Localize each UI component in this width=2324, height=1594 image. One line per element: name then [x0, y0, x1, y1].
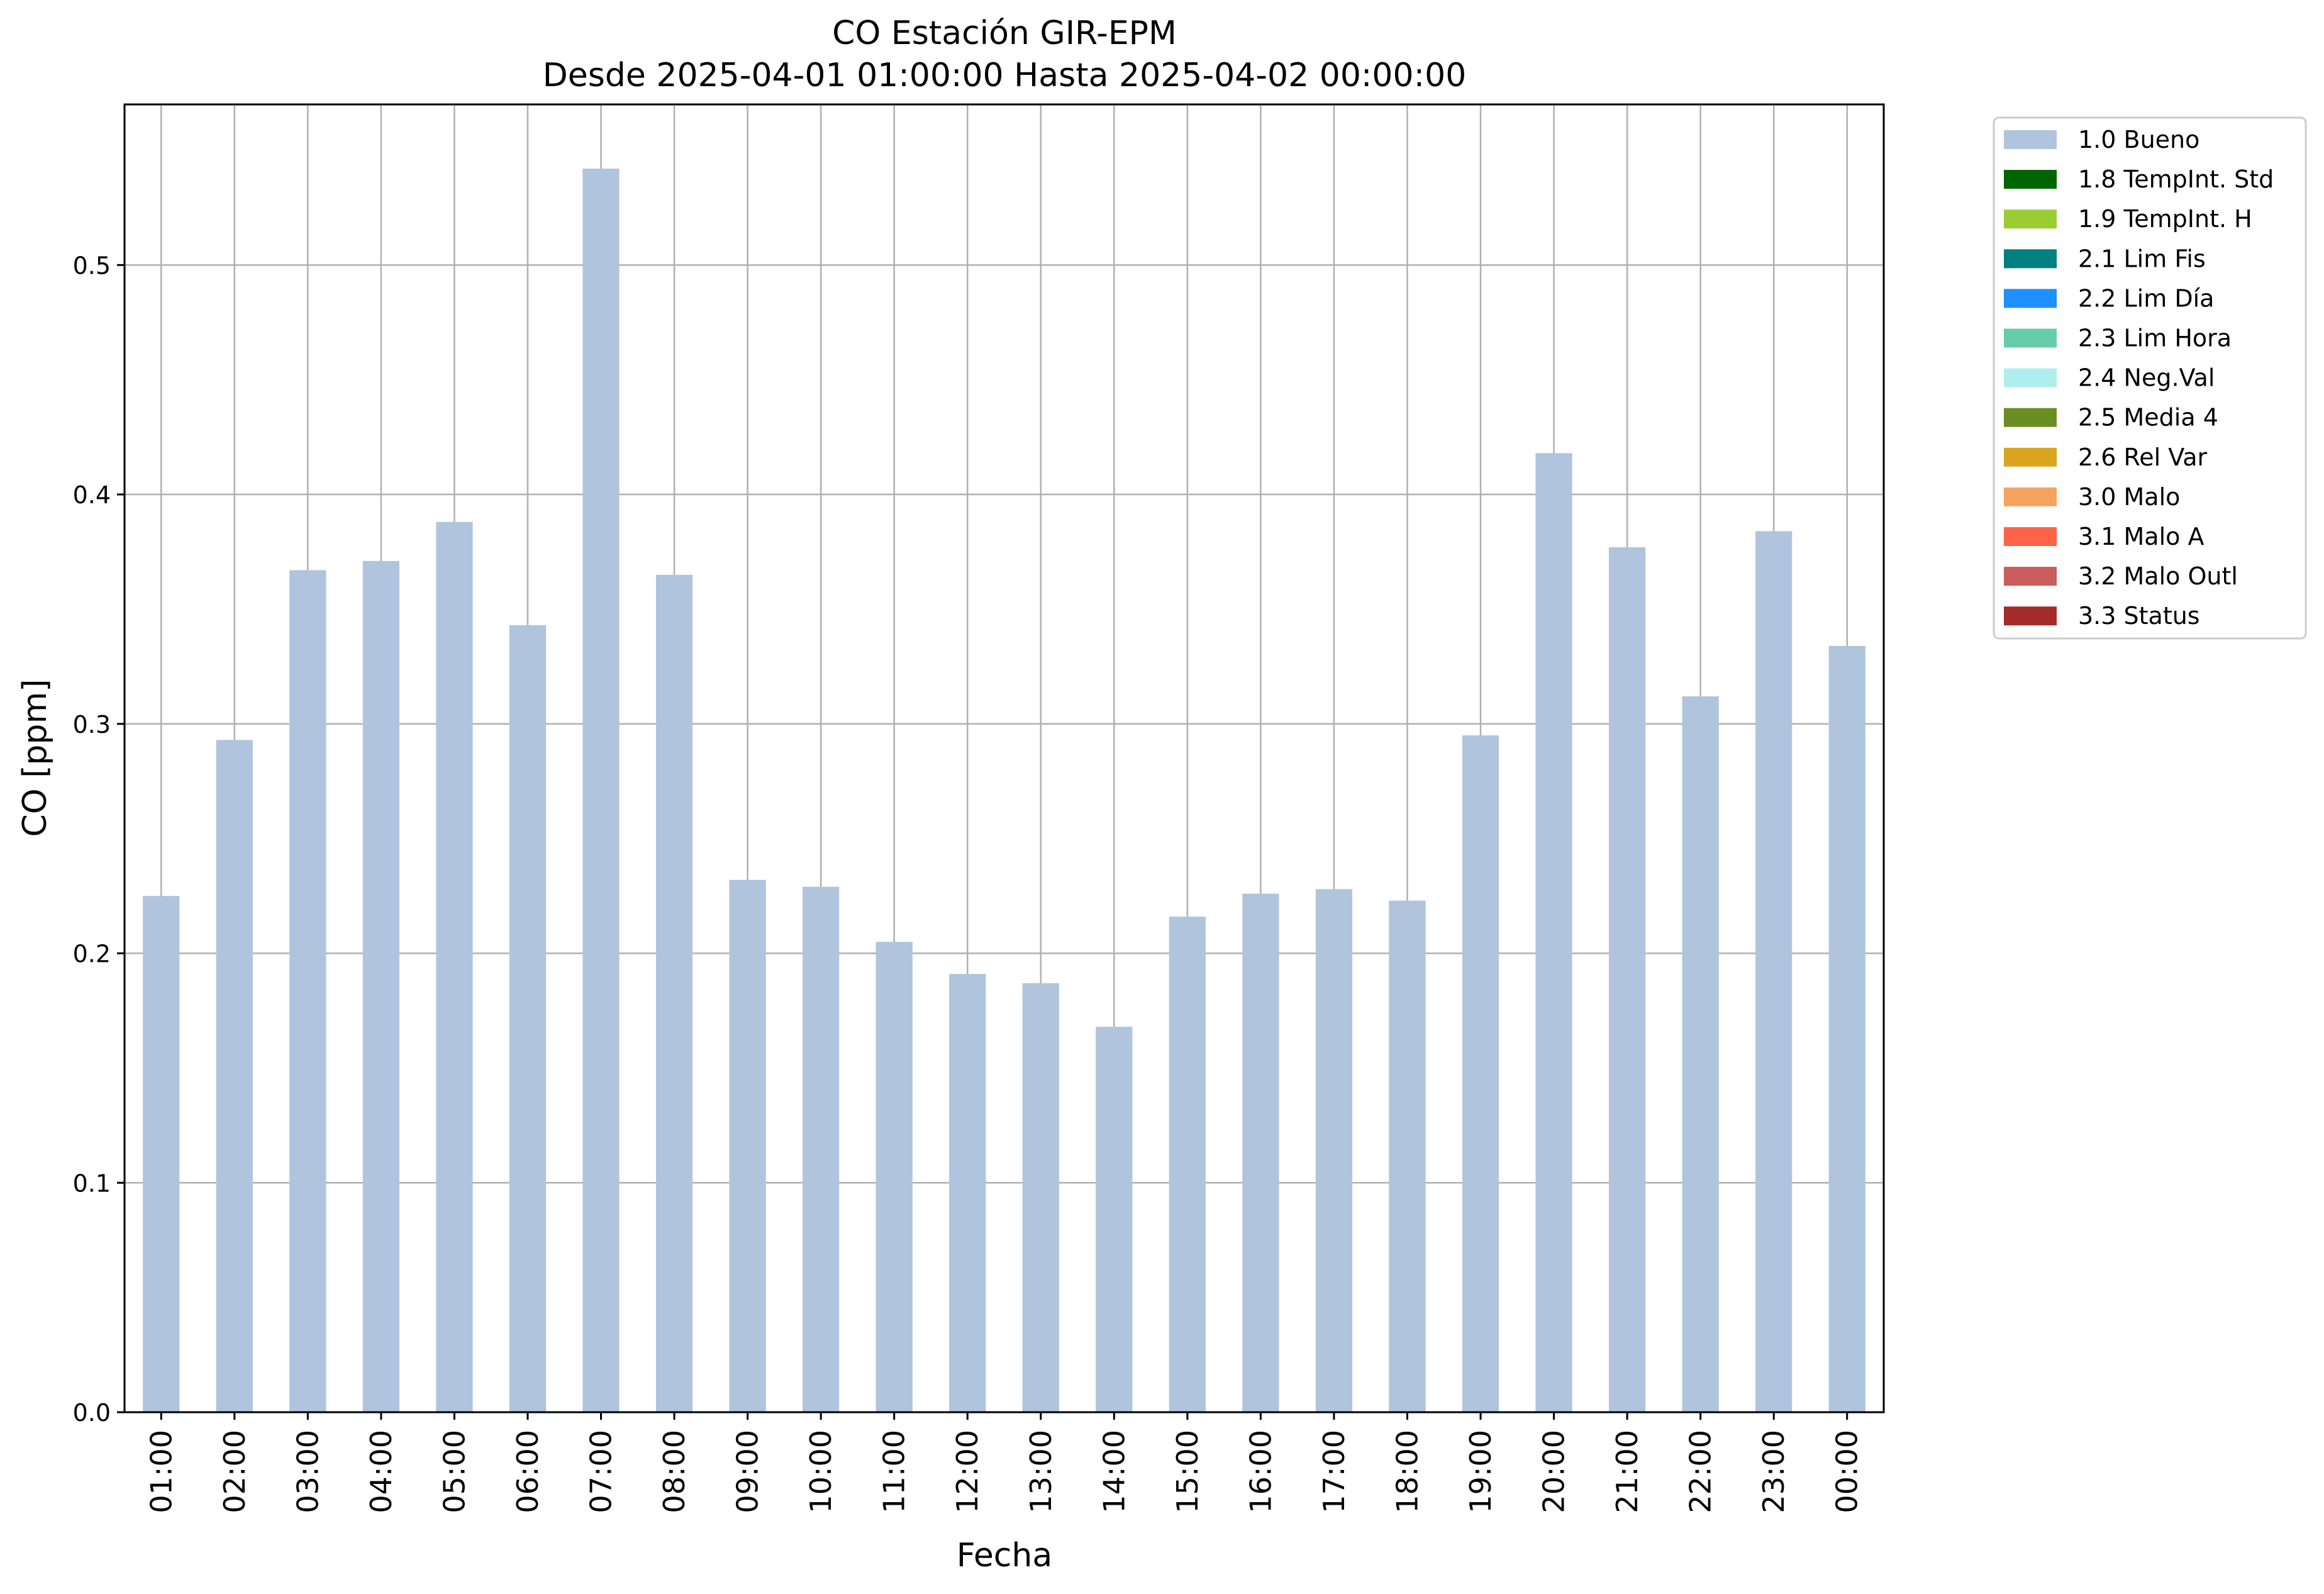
legend-swatch [2004, 328, 2057, 348]
x-tick-label: 23:00 [1757, 1430, 1791, 1513]
y-tick-label: 0.2 [73, 940, 111, 968]
x-tick-label: 21:00 [1610, 1430, 1644, 1513]
legend-label: 2.2 Lim Día [2078, 284, 2214, 312]
legend-label: 2.4 Neg.Val [2078, 364, 2215, 392]
bar-1500 [1169, 917, 1206, 1412]
x-tick-label: 14:00 [1097, 1430, 1131, 1513]
bar-0500 [436, 521, 473, 1412]
bar-0600 [509, 625, 547, 1412]
chart-title: CO Estación GIR-EPM [832, 14, 1177, 52]
bar-0200 [216, 740, 253, 1412]
legend-label: 1.0 Bueno [2078, 126, 2199, 153]
y-tick-label: 0.1 [73, 1169, 111, 1197]
bars [143, 169, 1865, 1413]
legend-label: 1.8 TempInt. Std [2078, 165, 2274, 193]
legend-label: 2.5 Media 4 [2078, 404, 2218, 432]
legend-swatch [2004, 606, 2057, 626]
legend-swatch [2004, 368, 2057, 387]
x-tick-label: 07:00 [584, 1430, 618, 1513]
x-tick-label: 00:00 [1830, 1430, 1864, 1513]
bar-1900 [1462, 735, 1499, 1412]
legend-swatch [2004, 289, 2057, 308]
bar-2000 [1535, 453, 1572, 1412]
x-tick-label: 01:00 [144, 1430, 178, 1513]
plot-frame [123, 103, 1885, 1413]
legend-swatch [2004, 209, 2057, 229]
bar-1200 [949, 974, 986, 1412]
x-tick-label: 03:00 [291, 1430, 325, 1513]
legend-frame [1993, 116, 2307, 640]
legend-label: 3.2 Malo Outl [2078, 562, 2238, 590]
y-axis-ticks: 0.0 0.1 0.2 0.3 0.4 0.5 [73, 252, 125, 1427]
y-axis-label: CO [ppm] [16, 679, 54, 837]
x-tick-label: 02:00 [218, 1430, 252, 1513]
legend-swatch [2004, 487, 2057, 506]
x-tick-label: 13:00 [1024, 1430, 1058, 1513]
x-tick-label: 06:00 [511, 1430, 545, 1513]
legend: 1.0 Bueno 1.8 TempInt. Std 1.9 TempInt. H 2… [1993, 116, 2307, 640]
legend-label: 2.6 Rel Var [2078, 443, 2208, 471]
legend-swatch [2004, 447, 2057, 467]
bar-0700 [582, 169, 620, 1412]
x-tick-label: 04:00 [364, 1430, 398, 1513]
legend-label: 2.1 Lim Fis [2078, 245, 2206, 272]
bar-1600 [1242, 893, 1279, 1412]
legend-swatch [2004, 130, 2057, 149]
legend-label: 3.1 Malo A [2078, 523, 2204, 550]
x-axis-ticks: 01:00 02:00 03:00 04:00 05:00 06:00 07:00 08:00… [144, 1412, 1864, 1513]
x-tick-label: 15:00 [1170, 1430, 1204, 1513]
bar-2300 [1755, 531, 1793, 1412]
legend-swatch [2004, 408, 2057, 427]
legend-swatch [2004, 170, 2057, 189]
x-tick-label: 20:00 [1537, 1430, 1571, 1513]
bar-1300 [1022, 983, 1059, 1412]
x-tick-label: 22:00 [1684, 1430, 1718, 1513]
y-tick-label: 0.4 [73, 481, 111, 509]
legend-entries: 1.0 Bueno 1.8 TempInt. Std 1.9 TempInt. H 2… [2004, 126, 2274, 630]
x-tick-label: 10:00 [804, 1430, 838, 1513]
bar-1800 [1389, 900, 1426, 1412]
bar-2100 [1608, 547, 1646, 1412]
bar-0300 [289, 570, 326, 1412]
bar-0900 [729, 879, 766, 1412]
bar-2200 [1682, 696, 1719, 1412]
bar-0800 [655, 574, 693, 1413]
legend-label: 1.9 TempInt. H [2078, 205, 2252, 233]
x-tick-label: 11:00 [877, 1430, 911, 1513]
bar-1400 [1096, 1027, 1133, 1412]
bar-0400 [362, 560, 400, 1412]
y-tick-label: 0.3 [73, 711, 111, 738]
x-tick-label: 16:00 [1243, 1430, 1277, 1513]
bar-1000 [803, 886, 840, 1412]
bar-0100 [143, 896, 180, 1412]
x-tick-label: 17:00 [1317, 1430, 1351, 1513]
x-tick-label: 05:00 [437, 1430, 471, 1513]
legend-swatch [2004, 249, 2057, 269]
x-tick-label: 19:00 [1464, 1430, 1498, 1513]
legend-label: 2.3 Lim Hora [2078, 325, 2232, 352]
bar-1700 [1315, 889, 1353, 1412]
chart-subtitle: Desde 2025-04-01 01:00:00 Hasta 2025-04-… [543, 57, 1467, 94]
x-tick-label: 08:00 [657, 1430, 691, 1513]
bar-0000 [1828, 645, 1865, 1412]
y-tick-label: 0.0 [73, 1399, 111, 1427]
x-axis-label: Fecha [957, 1537, 1052, 1574]
legend-label: 3.0 Malo [2078, 483, 2180, 511]
legend-swatch [2004, 527, 2057, 546]
x-tick-label: 09:00 [731, 1430, 765, 1513]
x-tick-label: 18:00 [1390, 1430, 1424, 1513]
legend-label: 3.3 Status [2078, 602, 2200, 630]
y-tick-label: 0.5 [73, 252, 111, 279]
bar-1100 [876, 942, 913, 1412]
legend-swatch [2004, 567, 2057, 586]
x-tick-label: 12:00 [950, 1430, 984, 1513]
